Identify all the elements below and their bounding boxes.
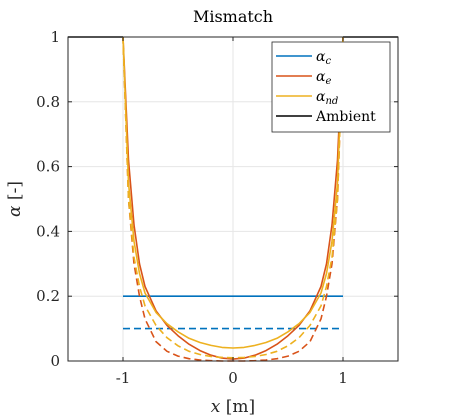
x-tick-label: 1 — [338, 369, 348, 387]
legend-label-sub: nd — [325, 96, 338, 107]
x-axis-label-unit: [m] — [226, 397, 255, 417]
legend-label-base: α — [316, 49, 326, 65]
legend-box — [271, 41, 391, 133]
legend-label-sub: e — [325, 76, 331, 87]
legend-label: αnd — [316, 89, 338, 107]
x-axis-label: x [m] — [211, 397, 255, 417]
legend-label-sub: c — [325, 56, 331, 67]
legend-label-base: Ambient — [315, 109, 376, 125]
y-axis-label-unit: [-] — [5, 181, 25, 200]
y-tick-label: 1 — [50, 28, 60, 46]
legend-label-base: α — [316, 69, 326, 85]
legend-label-base: α — [316, 89, 326, 105]
ticks — [68, 36, 398, 362]
y-tick-label: 0.2 — [36, 287, 60, 305]
tick-labels: -1 0 1 0 0.2 0.4 0.6 0.8 1 — [36, 28, 348, 387]
legend-label: Ambient — [315, 109, 376, 125]
chart-title: Mismatch — [193, 7, 273, 26]
y-axis-label: α [-] — [5, 181, 25, 217]
y-tick-label: 0.6 — [36, 158, 60, 176]
x-tick-label: 0 — [228, 369, 238, 387]
y-axis-label-var: α — [5, 205, 25, 217]
y-tick-label: 0.4 — [36, 222, 60, 240]
legend-label: αe — [316, 69, 331, 87]
x-tick-label: -1 — [116, 369, 131, 387]
legend-label: αc — [316, 49, 331, 67]
y-tick-label: 0.8 — [36, 93, 60, 111]
y-tick-label: 0 — [50, 352, 60, 370]
series-line-6 — [122, 36, 344, 349]
x-axis-label-var: x — [211, 397, 221, 417]
